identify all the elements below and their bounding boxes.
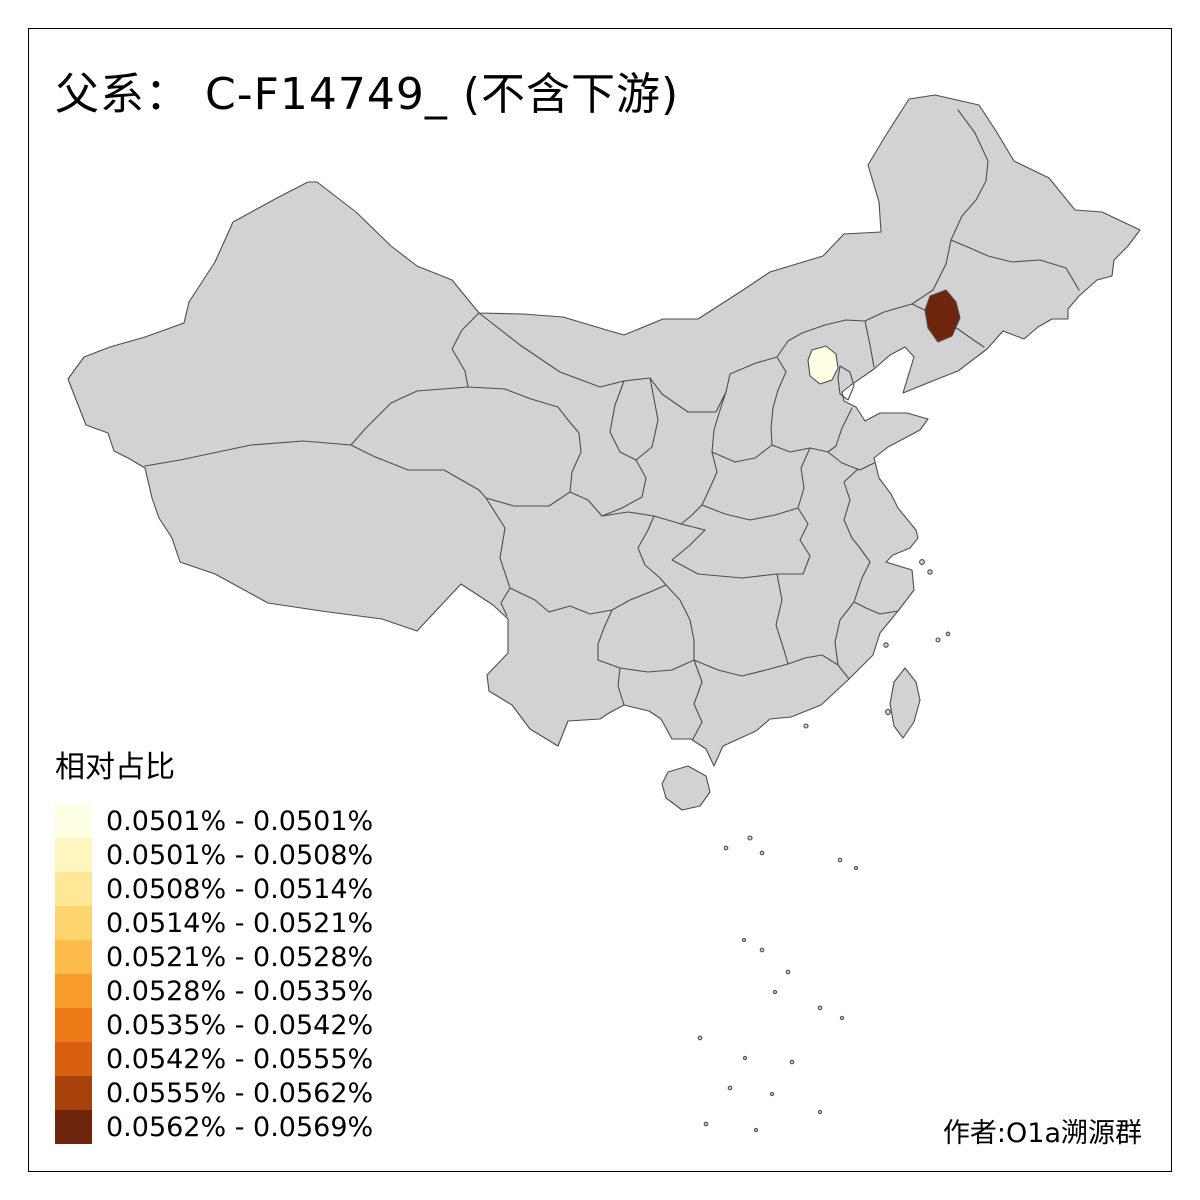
mainland-outline (67, 94, 1141, 767)
hainan-island (661, 765, 711, 811)
legend-swatch (55, 1110, 92, 1144)
legend-label: 0.0535% - 0.0542% (106, 1009, 374, 1041)
legend-label: 0.0555% - 0.0562% (106, 1077, 374, 1109)
south-china-sea-islets (697, 835, 859, 1133)
legend-row: 0.0521% - 0.0528% (55, 940, 373, 974)
legend-swatch (55, 1042, 92, 1076)
legend-swatch (55, 1076, 92, 1110)
legend-label: 0.0542% - 0.0555% (106, 1043, 374, 1075)
legend-swatch (55, 906, 92, 940)
taiwan-island (889, 667, 921, 739)
coastal-islets (803, 559, 951, 729)
mainland (67, 94, 1141, 767)
legend-swatch (55, 1008, 92, 1042)
legend-row: 0.0542% - 0.0555% (55, 1042, 373, 1076)
legend-label: 0.0508% - 0.0514% (106, 873, 374, 905)
province-borders (144, 109, 1080, 740)
author-credit: 作者:O1a溯源群 (942, 1118, 1142, 1149)
legend-row: 0.0501% - 0.0508% (55, 838, 373, 872)
page-title: 父系： C-F14749_ (不含下游) (55, 69, 680, 120)
legend-swatch (55, 838, 92, 872)
legend-row: 0.0562% - 0.0569% (55, 1110, 373, 1144)
legend-swatch (55, 974, 92, 1008)
legend-swatch (55, 940, 92, 974)
region-jilin-west (924, 289, 961, 343)
province-border-lines (144, 109, 1080, 740)
legend-label: 0.0514% - 0.0521% (106, 907, 374, 939)
legend-swatch (55, 804, 92, 838)
legend-label: 0.0501% - 0.0501% (106, 805, 374, 837)
islands (661, 559, 951, 1133)
legend-label: 0.0501% - 0.0508% (106, 839, 374, 871)
region-beijing (807, 345, 839, 385)
legend-row: 0.0501% - 0.0501% (55, 804, 373, 838)
legend-swatch (55, 872, 92, 906)
legend-title: 相对占比 (55, 750, 175, 785)
legend-label: 0.0521% - 0.0528% (106, 941, 374, 973)
legend-rows: 0.0501% - 0.0501% 0.0501% - 0.0508% 0.0508… (55, 804, 373, 1144)
legend-row: 0.0555% - 0.0562% (55, 1076, 373, 1110)
legend-label: 0.0562% - 0.0569% (106, 1111, 374, 1143)
legend-row: 0.0528% - 0.0535% (55, 974, 373, 1008)
legend-row: 0.0514% - 0.0521% (55, 906, 373, 940)
legend: 相对占比 0.0501% - 0.0501% 0.0501% - 0.0508% 0… (55, 742, 373, 1144)
legend-row: 0.0508% - 0.0514% (55, 872, 373, 906)
legend-label: 0.0528% - 0.0535% (106, 975, 374, 1007)
legend-row: 0.0535% - 0.0542% (55, 1008, 373, 1042)
